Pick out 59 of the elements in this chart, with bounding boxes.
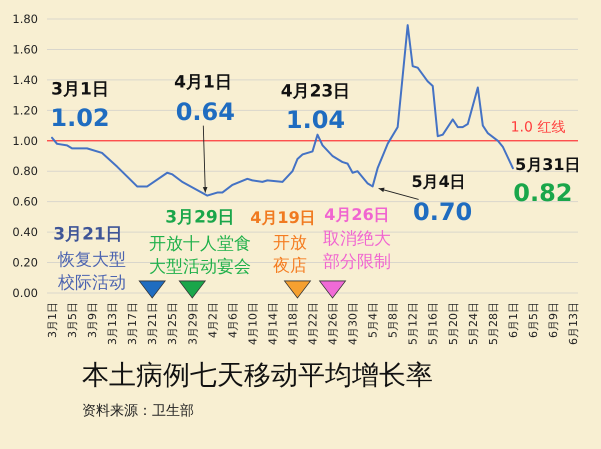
annotation: 0.82 <box>513 178 572 209</box>
annotation: 恢复大型校际活动 <box>57 249 127 295</box>
annotation: 1.02 <box>50 102 110 134</box>
x-tick-label: 6月13日 <box>566 302 580 345</box>
x-tick-label: 5月12日 <box>406 302 420 345</box>
x-tick-label: 5月24日 <box>466 302 480 345</box>
y-tick-label: 1.00 <box>12 134 38 148</box>
y-tick-label: 0.80 <box>12 164 38 178</box>
x-tick-label: 4月14日 <box>266 302 280 345</box>
x-tick-label: 3月17日 <box>126 302 140 345</box>
x-tick-label: 6月9日 <box>546 302 560 338</box>
y-tick-label: 1.40 <box>12 72 38 87</box>
x-tick-label: 5月28日 <box>486 302 500 345</box>
x-tick-label: 3月25日 <box>166 302 180 345</box>
x-tick-label: 3月1日 <box>46 302 60 338</box>
x-tick-label: 5月20日 <box>446 302 460 345</box>
annotation: 5月4日 <box>411 172 466 194</box>
annotation: 1.04 <box>286 104 346 136</box>
x-tick-label: 5月16日 <box>426 302 440 345</box>
x-tick-label: 4月2日 <box>206 302 220 338</box>
text: 本土病例七天移动平均增长率 <box>82 359 433 393</box>
x-tick-label: 3月5日 <box>66 302 80 338</box>
annotation: 4月26日 <box>324 204 390 226</box>
annotation: 开放十人堂食大型活动宴会 <box>148 233 252 279</box>
x-tick-label: 6月1日 <box>506 302 520 338</box>
y-tick-label: 1.60 <box>12 42 38 56</box>
annotation: 3月21日 <box>53 224 123 246</box>
x-tick-label: 3月21日 <box>146 302 160 345</box>
y-tick-label: 0.60 <box>12 194 38 209</box>
x-tick-label: 3月29日 <box>186 302 200 345</box>
x-tick-label: 3月13日 <box>106 302 120 345</box>
text: 资料来源：卫生部 <box>82 402 194 421</box>
annotation: 4月19日 <box>250 207 316 229</box>
y-tick-label: 0.40 <box>12 225 38 240</box>
x-tick-label: 4月22日 <box>306 302 320 345</box>
x-tick-label: 4月18日 <box>286 302 300 345</box>
annotation: 开放夜店 <box>272 232 308 278</box>
x-tick-label: 6月5日 <box>526 302 540 338</box>
annotation: 3月29日 <box>165 206 235 230</box>
annotation: 0.70 <box>413 197 472 228</box>
annotation: 5月31日 <box>515 154 581 176</box>
x-tick-label: 4月30日 <box>346 302 360 345</box>
x-tick-label: 4月26日 <box>326 302 340 345</box>
annotation: 取消绝大部分限制 <box>322 228 392 274</box>
y-tick-label: 1.20 <box>12 103 38 118</box>
x-tick-label: 4月6日 <box>226 302 240 338</box>
annotation: 0.64 <box>176 96 235 128</box>
y-tick-label: 1.80 <box>12 12 38 26</box>
x-tick-label: 4月10日 <box>246 302 260 345</box>
x-tick-label: 3月9日 <box>86 302 100 338</box>
y-tick-label: 0.20 <box>12 256 38 270</box>
annotation: 3月1日 <box>51 78 109 102</box>
annotation: 4月1日 <box>174 72 232 94</box>
x-tick-label: 5月4日 <box>366 302 380 338</box>
line-series <box>51 24 514 197</box>
ref-line-label: 1.0 红线 <box>510 118 566 138</box>
x-tick-label: 5月8日 <box>386 302 400 338</box>
y-tick-label: 0.00 <box>12 286 38 300</box>
annotation: 4月23日 <box>280 80 350 104</box>
